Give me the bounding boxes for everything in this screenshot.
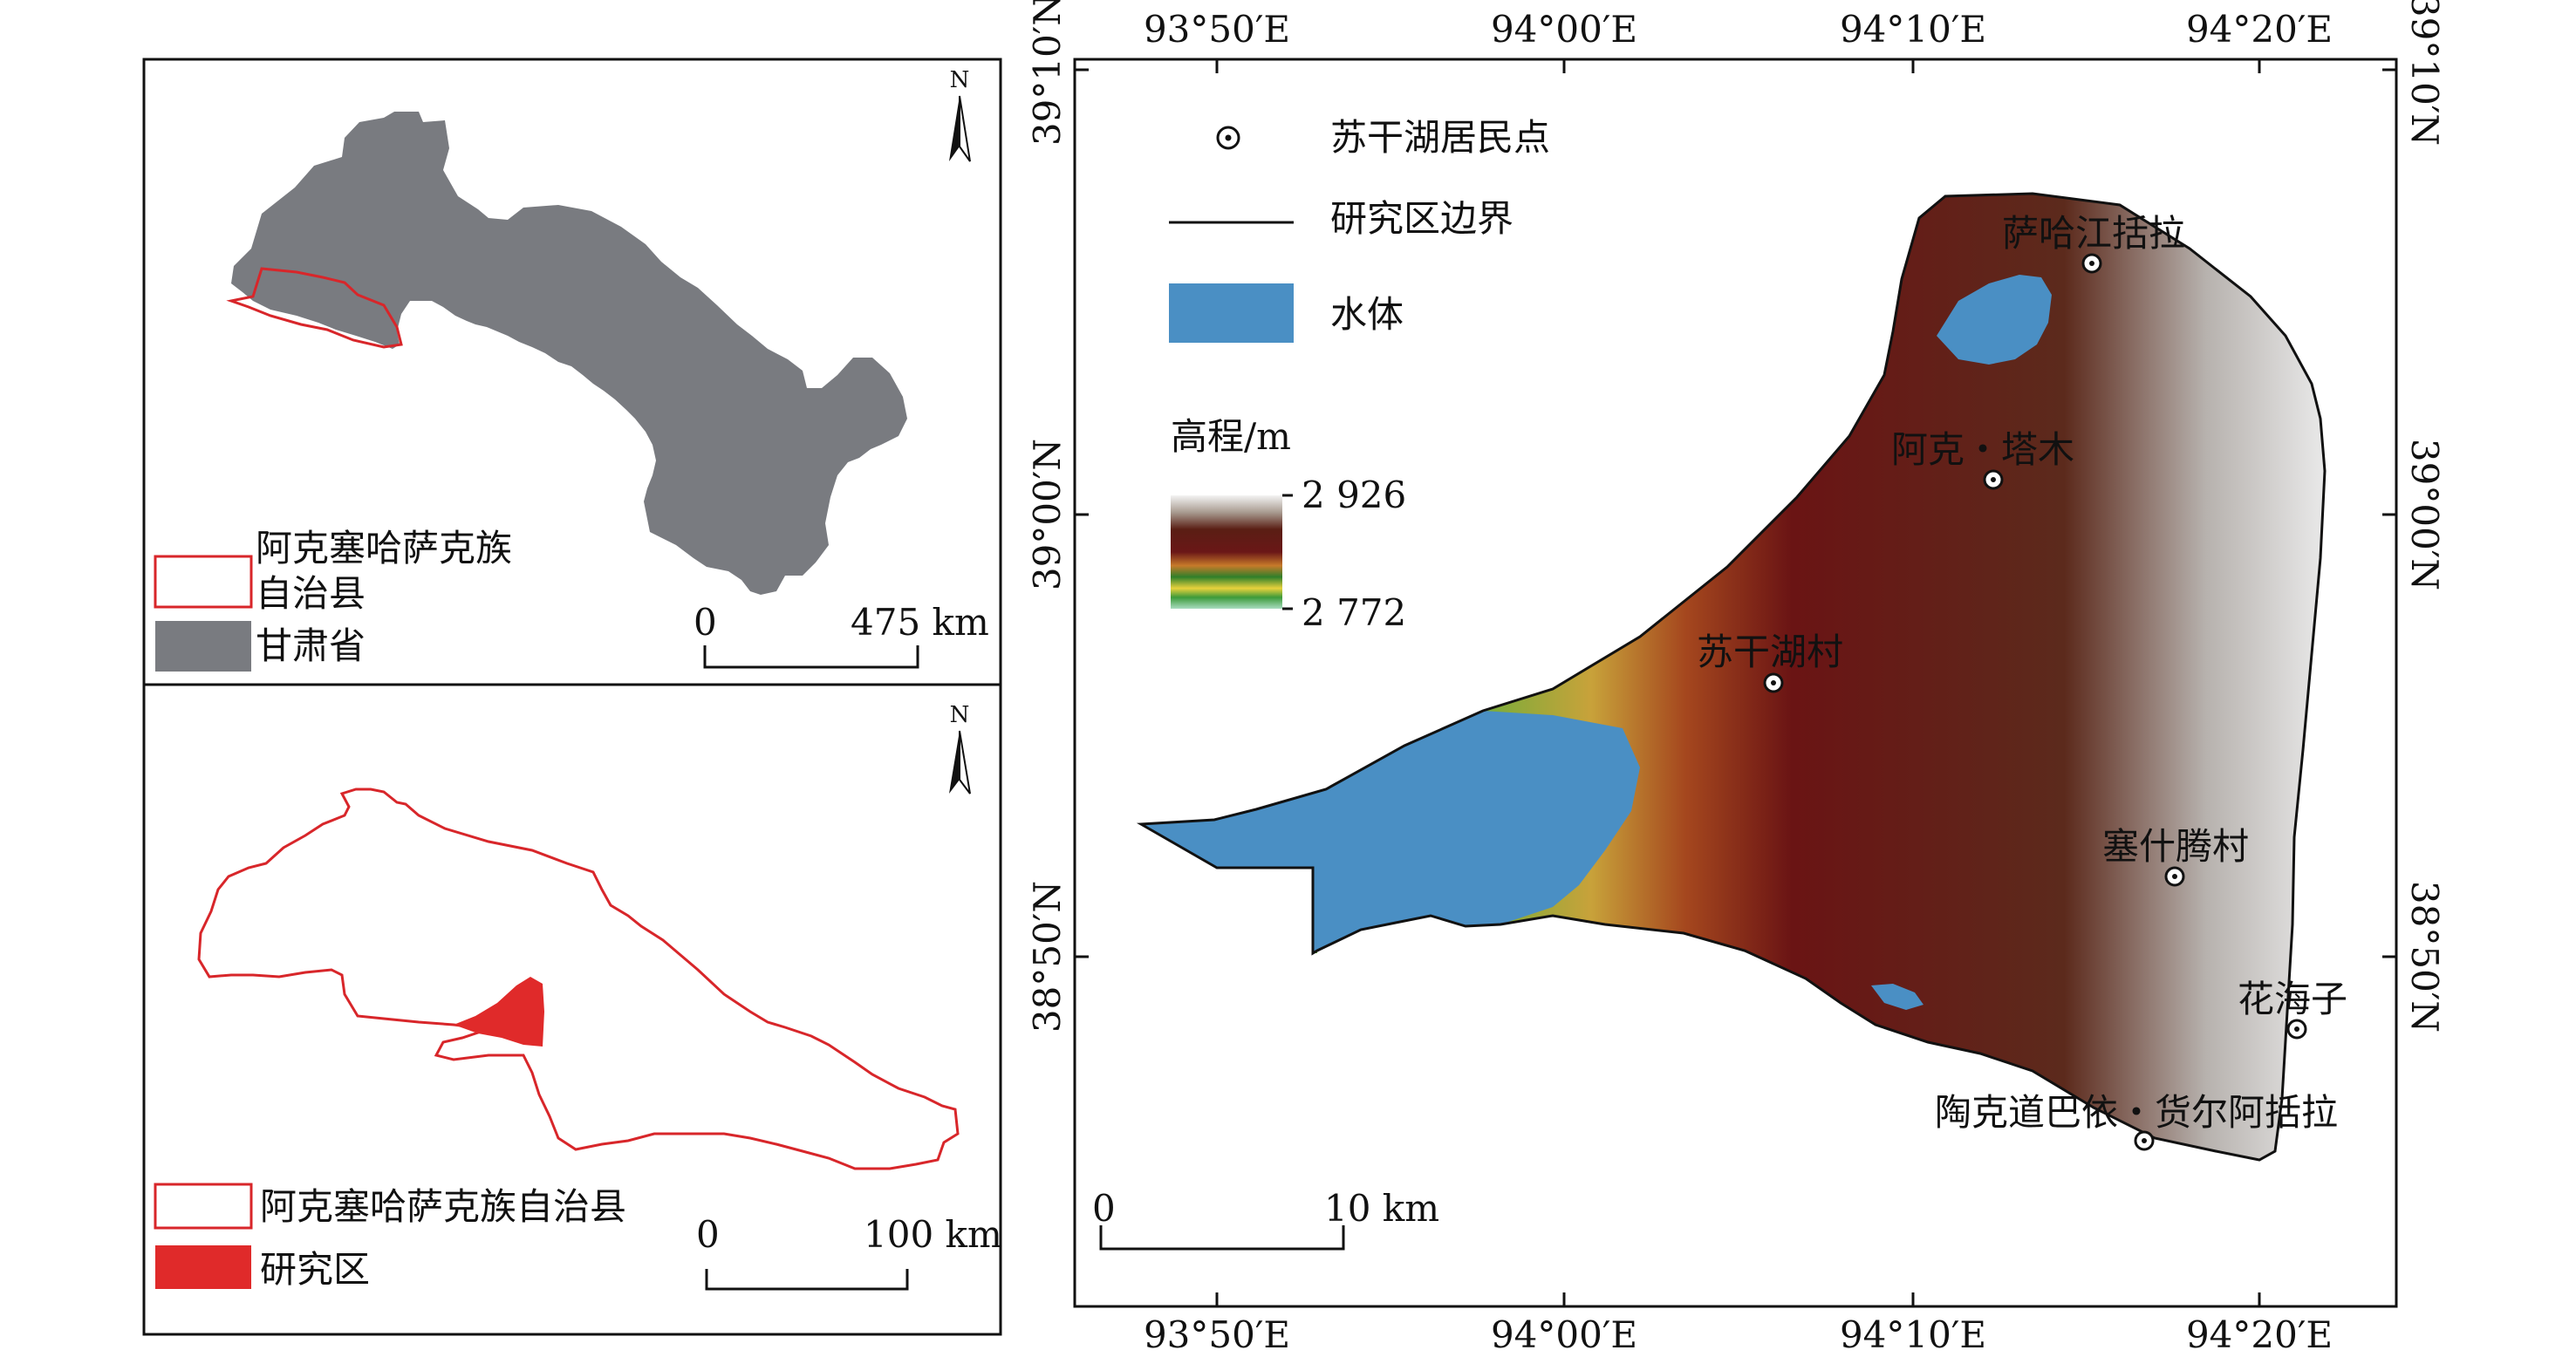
lat-tick-right-3: 38°50′N: [2403, 881, 2446, 1033]
lat-tick-left-2: 39°00′N: [1026, 439, 1069, 590]
settlement-marker: [2081, 253, 2102, 274]
place-label: 花海子: [2238, 978, 2347, 1020]
water-body-north-lake: [1937, 275, 2052, 365]
lon-tick-top-3: 94°10′E: [1840, 8, 1986, 51]
legend-elevation-title: 高程/m: [1171, 415, 1291, 458]
legend-label-county-top-line2: 自治县: [256, 572, 366, 615]
scale-bottom-end: 100 km: [864, 1213, 1002, 1256]
scale-top-start: 0: [694, 601, 717, 644]
legend-label-province: 甘肃省: [256, 624, 366, 667]
lon-tick-bottom-2: 94°00′E: [1491, 1313, 1637, 1356]
main-map-panel: 93°50′E 94°00′E 94°10′E 94°20′E 93°50′E …: [1026, 0, 2446, 1356]
scale-main-start: 0: [1092, 1187, 1116, 1230]
scale-bar-bottom: 0 100 km: [696, 1213, 1002, 1291]
lon-tick-top-1: 93°50′E: [1144, 8, 1290, 51]
lon-tick-bottom-4: 94°20′E: [2186, 1313, 2333, 1356]
water-body-south-pond: [1871, 984, 1923, 1010]
settlement-marker: [2286, 1019, 2307, 1040]
legend-swatch-study-area: [155, 1245, 251, 1289]
place-label: 陶克道巴依・货尔阿括拉: [1935, 1091, 2338, 1134]
legend-label-county-bottom: 阿克塞哈萨克族自治县: [260, 1185, 626, 1228]
scale-bar-top: 0 475 km: [694, 601, 989, 669]
place-label: 萨哈江括拉: [2002, 212, 2185, 255]
study-area-inset: [454, 977, 544, 1047]
north-arrow-top: N: [949, 67, 971, 162]
place-label: 阿克・塔木: [1891, 428, 2074, 471]
legend-elev-min: 2 772: [1302, 591, 1406, 634]
settlement-markers: [1763, 253, 2307, 1151]
legend-elev-max: 2 926: [1302, 474, 1406, 516]
inset-bottom-panel: N 阿克塞哈萨克族自治县 研究区 0 100 km: [142, 683, 1002, 1336]
legend-label-water: 水体: [1330, 293, 1404, 336]
study-area-boundary: [1136, 192, 2327, 1162]
scale-top-end: 475 km: [851, 601, 989, 644]
legend-label-settlement: 苏干湖居民点: [1330, 116, 1550, 159]
north-arrow-bottom: N: [949, 702, 971, 794]
legend-label-study-area: 研究区: [260, 1248, 370, 1291]
settlement-marker: [2164, 866, 2185, 887]
lat-tick-right-2: 39°00′N: [2403, 439, 2446, 590]
lon-tick-bottom-1: 93°50′E: [1144, 1313, 1290, 1356]
lon-tick-marks: [1215, 59, 2261, 1306]
lat-tick-left-3: 38°50′N: [1026, 881, 1069, 1033]
north-label-bottom: N: [950, 702, 970, 728]
inset-top-panel: N 阿克塞哈萨克族 自治县 甘肃省 0 475 km: [142, 58, 1002, 686]
legend-label-boundary: 研究区边界: [1330, 197, 1513, 240]
legend-label-county-top: 阿克塞哈萨克族: [256, 527, 512, 569]
study-area-elevation: [1141, 194, 2325, 1160]
scale-bottom-start: 0: [696, 1213, 720, 1256]
lat-tick-left-1: 39°10′N: [1026, 0, 1069, 146]
lat-tick-right-1: 39°10′N: [2403, 0, 2446, 146]
lon-tick-bottom-3: 94°10′E: [1840, 1313, 1986, 1356]
north-label-top: N: [950, 67, 970, 93]
gansu-province-shape: [231, 112, 907, 595]
place-label: 苏干湖村: [1697, 631, 1843, 673]
legend-swatch-province: [155, 621, 251, 672]
lon-tick-top-4: 94°20′E: [2186, 8, 2333, 51]
legend-swatch-county-top: [154, 555, 253, 609]
inset-bottom-frame: [142, 683, 1002, 1336]
legend-settlement-symbol: [1216, 126, 1240, 150]
water-body-west: [1141, 711, 1640, 953]
settlement-marker: [2134, 1130, 2155, 1151]
legend-swatch-county-bottom: [154, 1183, 253, 1230]
main-legend: 苏干湖居民点 研究区边界 水体 高程/m 2 926 2 772: [1169, 116, 1550, 634]
lon-tick-top-2: 94°00′E: [1491, 8, 1637, 51]
settlement-marker: [1763, 672, 1784, 693]
aksay-county-outline-top: [226, 267, 403, 349]
lat-tick-marks: [1075, 68, 2396, 958]
place-label: 塞什腾村: [2102, 825, 2249, 868]
scale-bar-main: 0 10 km: [1092, 1187, 1439, 1251]
legend-water-swatch: [1169, 283, 1294, 343]
settlement-marker: [1983, 469, 2004, 490]
scale-main-end: 10 km: [1324, 1187, 1439, 1230]
legend-elevation-ramp: [1171, 495, 1282, 609]
